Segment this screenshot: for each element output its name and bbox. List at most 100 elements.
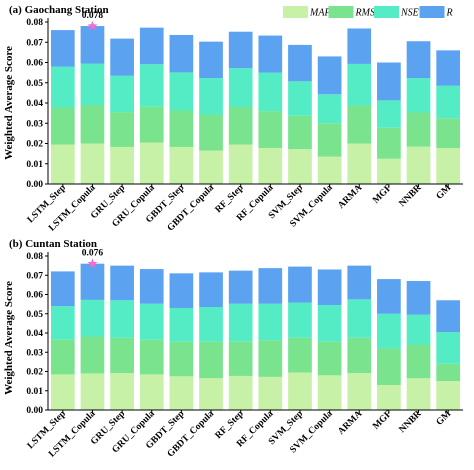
x-tick-label: ARMA xyxy=(336,409,364,437)
x-tick-label: MGF xyxy=(371,409,394,432)
bar-segment-r-svm_copula xyxy=(317,269,342,306)
bar-segment-mape-svm_copula xyxy=(317,156,342,184)
y-tick-label: 0.03 xyxy=(26,119,43,129)
bar-segment-mape-gru_step xyxy=(110,146,134,184)
max-star-marker xyxy=(87,258,98,268)
y-tick-label: 0.06 xyxy=(26,59,43,69)
bar-segment-rmse-lstm_copula xyxy=(80,105,105,144)
bar-segment-r-rf_step xyxy=(228,31,253,69)
y-tick-label: 0.05 xyxy=(26,79,43,89)
bar-segment-nse-svm_step xyxy=(288,302,312,338)
bar-segment-rmse-gru_copula xyxy=(139,106,164,143)
bar-segment-r-nnbr xyxy=(406,41,431,79)
bar-segment-rmse-nnbr xyxy=(406,344,431,379)
bar-segment-nse-mgf xyxy=(377,313,401,349)
bar-segment-r-rf_copula xyxy=(258,35,283,73)
bar-segment-rmse-gbdt_step xyxy=(169,110,194,147)
bar-segment-mape-svm_step xyxy=(288,149,312,184)
bar-segment-mape-lstm_copula xyxy=(80,373,105,410)
legend-label-r: R xyxy=(446,8,453,19)
max-value-label: 0.076 xyxy=(82,249,104,259)
bar-segment-rmse-svm_copula xyxy=(317,123,342,157)
y-tick-label: 0.04 xyxy=(26,99,43,109)
bar-segment-r-mgf xyxy=(377,62,401,101)
bar-segment-mape-gbdt_copula xyxy=(199,378,223,410)
bar-segment-r-rf_copula xyxy=(258,268,283,304)
bar-segment-mape-gm xyxy=(436,381,461,411)
x-tick-label: MGF xyxy=(371,183,394,206)
bar-segment-r-gm xyxy=(436,50,461,86)
y-tick-label: 0.04 xyxy=(26,329,43,339)
bar-segment-nse-arma xyxy=(347,63,372,106)
bar-segment-rmse-rf_step xyxy=(228,107,253,145)
max-star-marker xyxy=(87,20,98,31)
x-tick-label: GM xyxy=(435,409,454,428)
bar-segment-rmse-lstm_copula xyxy=(80,336,105,374)
bar-segment-mape-rf_step xyxy=(228,144,253,184)
bar-segment-nse-gbdt_copula xyxy=(199,78,223,115)
bar-segment-mape-rf_copula xyxy=(258,376,283,410)
bar-segment-mape-nnbr xyxy=(406,146,431,184)
bar-segment-nse-gru_copula xyxy=(139,303,164,340)
bar-segment-mape-mgf xyxy=(377,384,401,410)
bar-segment-rmse-arma xyxy=(347,105,372,144)
bar-segment-nse-svm_copula xyxy=(317,305,342,342)
bar-segment-r-gru_copula xyxy=(139,27,164,65)
bar-segment-r-arma xyxy=(347,265,372,300)
x-tick-label: ARMA xyxy=(336,183,364,211)
bar-segment-r-rf_step xyxy=(228,270,253,304)
bar-segment-mape-lstm_step xyxy=(50,374,75,410)
panel-b: (b) Cuntan Station Weighted Average Scor… xyxy=(3,238,463,459)
bar-segment-r-mgf xyxy=(377,279,401,314)
bar-segment-mape-lstm_step xyxy=(50,144,75,184)
bar-segment-mape-mgf xyxy=(377,158,401,184)
bar-segment-nse-lstm_step xyxy=(50,66,75,108)
legend-swatch-mape xyxy=(283,6,308,18)
bar-segment-mape-gru_copula xyxy=(139,374,164,410)
x-tick-label: NNBR xyxy=(398,409,424,435)
bar-segment-r-arma xyxy=(347,28,372,64)
y-tick-label: 0.02 xyxy=(26,368,43,378)
bar-segment-mape-gru_step xyxy=(110,373,134,410)
y-tick-label: 0.07 xyxy=(26,38,43,48)
y-tick-label: 0.03 xyxy=(26,348,43,358)
legend-label-mape: MAPE xyxy=(309,8,337,19)
max-value-label: 0.078 xyxy=(82,11,104,21)
bar-segment-nse-svm_step xyxy=(288,81,312,116)
y-tick-label: 0.05 xyxy=(26,310,43,320)
bar-segment-nse-gru_step xyxy=(110,75,134,113)
bar-segment-r-gru_step xyxy=(110,38,134,76)
bar-segment-nse-nnbr xyxy=(406,314,431,345)
bar-segment-mape-arma xyxy=(347,143,372,184)
bar-segment-rmse-gbdt_copula xyxy=(199,341,223,379)
y-tick-label: 0.02 xyxy=(26,140,43,150)
bar-segment-rmse-arma xyxy=(347,337,372,374)
bar-segment-rmse-gru_step xyxy=(110,112,134,147)
bar-segment-nse-arma xyxy=(347,299,372,338)
bar-segment-mape-gbdt_copula xyxy=(199,150,223,184)
panel-b-title: (b) Cuntan Station xyxy=(9,238,97,250)
bar-segment-nse-gbdt_copula xyxy=(199,307,223,342)
bar-segment-r-gm xyxy=(436,300,461,333)
bar-segment-nse-rf_step xyxy=(228,68,253,108)
bar-segment-nse-nnbr xyxy=(406,78,431,113)
bar-segment-rmse-rf_step xyxy=(228,341,253,376)
bar-segment-rmse-gru_copula xyxy=(139,339,164,375)
bar-segment-rmse-svm_copula xyxy=(317,341,342,376)
y-tick-label: 0.07 xyxy=(26,271,43,281)
bar-segment-r-lstm_step xyxy=(50,271,75,307)
x-tick-label: GM xyxy=(435,183,454,202)
bar-segment-nse-gru_step xyxy=(110,300,134,338)
bar-segment-mape-nnbr xyxy=(406,378,431,410)
bar-segment-rmse-gbdt_copula xyxy=(199,114,223,151)
bar-segment-rmse-rf_copula xyxy=(258,340,283,377)
panel-a-bars: 0.078 xyxy=(50,11,461,184)
bar-segment-nse-lstm_step xyxy=(50,306,75,340)
bar-segment-r-gbdt_step xyxy=(169,34,194,73)
bar-segment-mape-arma xyxy=(347,373,372,410)
bar-segment-r-gbdt_step xyxy=(169,273,194,308)
bar-segment-nse-svm_copula xyxy=(317,94,342,124)
bar-segment-r-gru_copula xyxy=(139,269,164,304)
y-tick-label: 0.00 xyxy=(26,180,43,190)
